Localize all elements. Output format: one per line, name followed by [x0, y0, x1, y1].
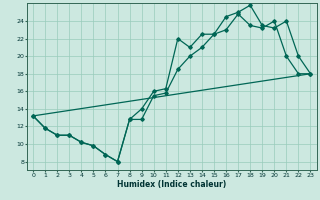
X-axis label: Humidex (Indice chaleur): Humidex (Indice chaleur) [117, 180, 227, 189]
